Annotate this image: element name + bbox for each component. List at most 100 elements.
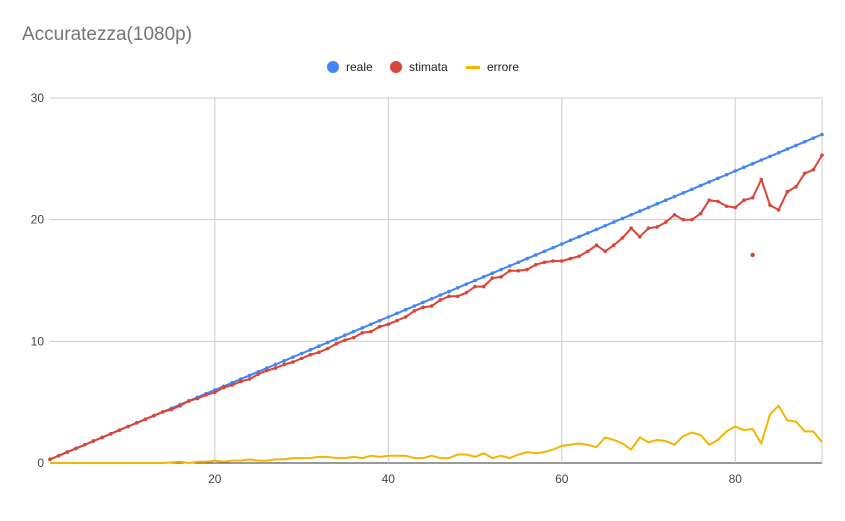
data-point-reale <box>820 132 824 137</box>
data-point-reale <box>577 234 581 239</box>
data-point-stimata <box>690 217 694 222</box>
data-point-reale <box>308 348 313 352</box>
data-point-stimata <box>585 249 590 254</box>
data-point-reale <box>811 136 816 140</box>
data-point-reale <box>421 300 425 305</box>
data-point-reale <box>386 315 391 319</box>
data-point-stimata <box>594 243 599 248</box>
data-point-reale <box>585 231 590 235</box>
data-point-reale <box>403 307 408 312</box>
x-tick-label: 60 <box>555 472 569 486</box>
data-point-stimata <box>742 198 746 202</box>
y-tick-label: 10 <box>31 334 45 348</box>
data-point-stimata <box>438 298 443 302</box>
data-point-stimata <box>377 324 382 329</box>
data-point-reale <box>646 205 651 210</box>
data-point-stimata <box>707 198 712 202</box>
data-point-stimata <box>395 318 399 323</box>
data-point-stimata <box>126 424 130 429</box>
data-point-reale <box>447 289 451 294</box>
data-point-stimata <box>108 432 113 436</box>
data-point-stimata <box>785 189 790 194</box>
data-point-stimata <box>759 177 764 182</box>
data-point-stimata <box>551 259 555 263</box>
data-point-stimata <box>412 309 417 313</box>
data-point-stimata <box>299 356 304 361</box>
data-point-stimata <box>516 268 521 273</box>
series-line-stimata <box>49 154 823 461</box>
y-tick-label: 30 <box>31 91 45 105</box>
series-line-errore <box>50 404 823 464</box>
data-point-stimata <box>204 393 208 397</box>
data-point-reale <box>629 213 633 217</box>
data-point-reale <box>299 351 304 356</box>
outlier-point-stimata <box>750 252 755 258</box>
data-point-reale <box>317 344 321 349</box>
data-point-reale <box>273 362 278 367</box>
data-point-reale <box>291 355 295 359</box>
data-point-reale <box>603 223 607 228</box>
data-point-stimata <box>325 346 330 351</box>
data-point-stimata <box>716 199 720 204</box>
data-point-stimata <box>629 226 633 230</box>
data-point-stimata <box>195 396 200 401</box>
data-point-reale <box>724 172 729 177</box>
data-point-stimata <box>343 338 347 342</box>
data-point-stimata <box>360 331 365 335</box>
x-tick-label: 20 <box>208 472 222 486</box>
legend-swatch-reale-icon <box>327 61 339 73</box>
data-point-stimata <box>351 335 356 340</box>
data-point-reale <box>412 304 417 308</box>
data-point-stimata <box>117 428 122 432</box>
data-point-stimata <box>507 268 512 273</box>
data-point-reale <box>481 275 486 279</box>
legend-label-reale: reale <box>346 60 373 74</box>
data-point-stimata <box>464 290 469 295</box>
data-point-reale <box>429 296 434 301</box>
data-point-reale <box>351 329 356 334</box>
data-point-reale <box>507 264 512 268</box>
data-point-reale <box>559 242 564 246</box>
legend-label-errore: errore <box>487 60 520 74</box>
data-point-reale <box>533 253 538 257</box>
legend-item-errore[interactable]: errore <box>466 60 519 74</box>
data-point-stimata <box>230 383 234 387</box>
data-point-reale <box>464 282 469 286</box>
data-point-reale <box>785 147 790 151</box>
data-point-stimata <box>698 211 703 216</box>
data-point-stimata <box>282 362 287 367</box>
data-point-reale <box>247 373 252 378</box>
data-point-reale <box>638 209 642 213</box>
chart-legend: reale stimata errore <box>0 60 845 80</box>
data-point-stimata <box>65 450 70 454</box>
data-point-reale <box>690 187 694 192</box>
data-point-reale <box>516 260 521 265</box>
data-point-reale <box>716 176 720 181</box>
data-point-stimata <box>178 404 182 408</box>
data-point-stimata <box>490 276 495 280</box>
data-point-reale <box>750 161 755 166</box>
data-point-reale <box>742 165 746 170</box>
data-point-reale <box>707 180 712 184</box>
data-point-stimata <box>56 453 61 458</box>
data-point-stimata <box>481 284 486 289</box>
data-point-stimata <box>91 439 96 443</box>
data-point-stimata <box>100 435 104 440</box>
data-point-stimata <box>317 350 321 355</box>
legend-item-reale[interactable]: reale <box>327 60 373 74</box>
data-point-stimata <box>568 256 573 261</box>
data-point-stimata <box>134 421 139 425</box>
chart-title: Accuratezza(1080p) <box>22 24 193 45</box>
y-tick-label: 0 <box>37 456 44 470</box>
x-tick-label: 80 <box>729 472 743 486</box>
data-point-reale <box>395 311 399 316</box>
data-point-stimata <box>308 352 313 357</box>
data-point-stimata <box>542 260 547 265</box>
data-point-stimata <box>74 446 78 451</box>
data-point-stimata <box>603 249 607 254</box>
legend-item-stimata[interactable]: stimata <box>390 60 448 74</box>
data-point-stimata <box>620 236 625 240</box>
data-point-reale <box>455 286 460 290</box>
data-point-stimata <box>455 294 460 299</box>
data-point-reale <box>343 333 347 338</box>
